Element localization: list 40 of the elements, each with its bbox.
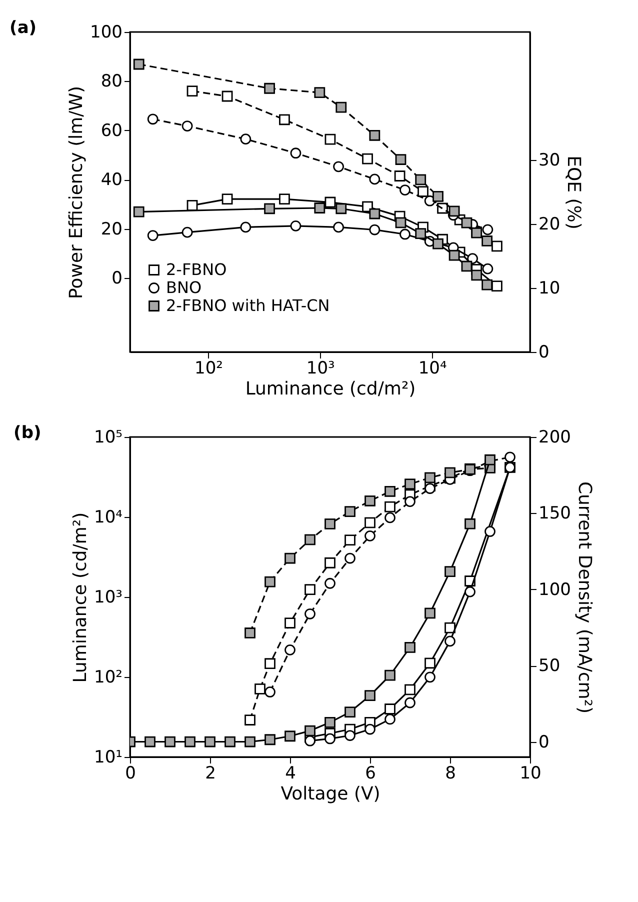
y2-tick-label: 30 (538, 150, 560, 170)
y2-tick-label: 200 (538, 428, 571, 448)
y2-axis-title: EQE (%) (563, 156, 584, 230)
y2-tick-label: 0 (538, 342, 550, 362)
y-tick-label: 60 (100, 120, 122, 141)
x-tick-label: 10 (520, 764, 542, 784)
y2-axis-title: Current Density (mA/cm²) (574, 481, 595, 714)
y2-tick-label: 100 (538, 580, 571, 600)
x-axis-title: Luminance (cd/m²) (245, 378, 416, 400)
y2-tick-label: 20 (538, 214, 560, 234)
y-axis-title: Power Efficiency (lm/W) (66, 86, 88, 300)
legend-label: 2-FBNO with HAT-CN (166, 296, 330, 315)
x-tick-label: 4 (285, 764, 296, 784)
x-tick-label: 2 (205, 764, 216, 784)
chart-title: (a) (10, 18, 37, 38)
x-tick-label: 0 (125, 764, 136, 784)
chart-title: (b) (14, 423, 42, 443)
y-tick-label: 10³ (94, 588, 122, 608)
y2-tick-label: 150 (538, 504, 571, 524)
y-tick-label: 20 (100, 219, 122, 240)
y-tick-label: 10¹ (94, 748, 122, 768)
y-tick-label: 0 (112, 268, 122, 289)
legend-label: 2-FBNO (166, 260, 227, 279)
y2-tick-label: 0 (538, 732, 550, 752)
y2-tick-label: 50 (538, 656, 560, 676)
y-tick-label: 10² (94, 668, 122, 688)
y-tick-label: 80 (100, 72, 122, 92)
x-axis-title: Voltage (V) (280, 784, 380, 804)
y-tick-label: 10⁵ (94, 428, 122, 448)
x-tick-label: 10⁴ (418, 358, 447, 378)
y2-tick-label: 10 (538, 278, 560, 298)
x-tick-label: 10³ (306, 358, 335, 378)
y-tick-label: 100 (90, 22, 122, 42)
x-tick-label: 8 (445, 764, 456, 784)
y-tick-label: 10⁴ (94, 508, 123, 528)
x-tick-label: 10² (194, 358, 223, 378)
y-axis-title: Luminance (cd/m²) (70, 512, 92, 683)
legend-label: BNO (166, 278, 202, 297)
y-tick-label: 40 (100, 170, 122, 190)
x-tick-label: 6 (365, 764, 376, 784)
